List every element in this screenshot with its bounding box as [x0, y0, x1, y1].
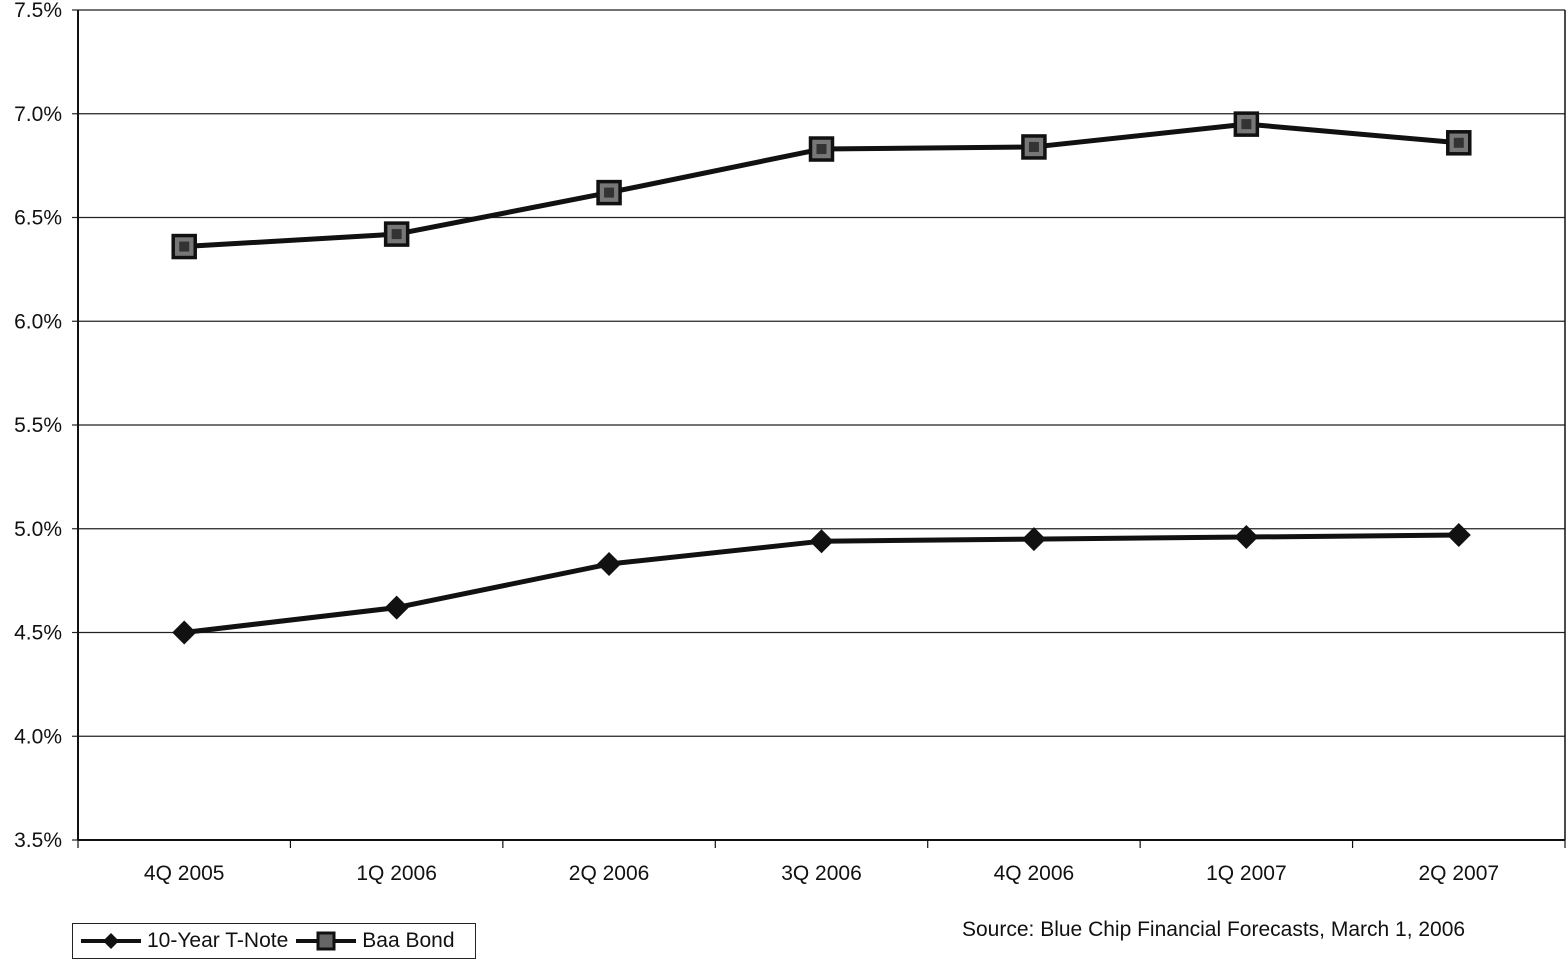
data-point-inner — [604, 187, 615, 198]
data-point — [1021, 527, 1046, 552]
data-point — [1446, 522, 1471, 547]
data-point-inner — [816, 144, 827, 155]
legend-item-baa: Baa Bond — [294, 929, 455, 953]
data-point-inner — [179, 241, 190, 252]
y-tick-label: 4.0% — [14, 725, 62, 748]
y-tick-label: 6.0% — [14, 310, 62, 333]
x-tick-label: 1Q 2007 — [1206, 862, 1287, 885]
y-tick-label: 7.5% — [14, 0, 62, 22]
data-point-inner — [1028, 141, 1039, 152]
data-point — [384, 595, 409, 620]
data-point — [809, 529, 834, 554]
x-tick-label: 2Q 2006 — [569, 862, 650, 885]
x-tick-label: 2Q 2007 — [1418, 862, 1499, 885]
x-tick-label: 3Q 2006 — [781, 862, 862, 885]
diamond-marker-icon — [81, 933, 141, 949]
data-point-inner — [391, 229, 402, 240]
series-tnote — [172, 522, 1471, 645]
series-baa — [171, 111, 1472, 260]
y-tick-label: 3.5% — [14, 829, 62, 852]
data-point — [1234, 525, 1259, 550]
legend-label-baa: Baa Bond — [362, 929, 455, 952]
gridlines — [78, 9, 1565, 737]
y-tick-labels: 3.5% 4.0% 4.5% 5.0% 5.5% 6.0% 6.5% 7.0% 7.5% — [14, 0, 62, 852]
line-chart: 3.5% 4.0% 4.5% 5.0% 5.5% 6.0% 6.5% 7.0% 7.5% 4Q … — [14, 0, 1566, 885]
y-tick-label: 5.5% — [14, 414, 62, 437]
data-point — [172, 620, 197, 645]
legend-item-tnote: 10-Year T-Note — [79, 929, 288, 953]
square-marker-icon — [296, 931, 357, 951]
y-tick-label: 7.0% — [14, 103, 62, 126]
x-tick-label: 4Q 2005 — [144, 862, 225, 885]
series-group — [171, 111, 1472, 645]
source-note: Source: Blue Chip Financial Forecasts, M… — [962, 918, 1466, 941]
data-point — [597, 552, 622, 577]
legend: 10-Year T-Note Baa Bond — [72, 923, 476, 959]
axes — [72, 9, 1566, 848]
y-tick-label: 4.5% — [14, 622, 62, 645]
x-tick-labels: 4Q 2005 1Q 2006 2Q 2006 3Q 2006 4Q 2006 1Q 20… — [144, 862, 1499, 885]
data-point-inner — [1453, 137, 1464, 148]
legend-label-tnote: 10-Year T-Note — [147, 929, 289, 952]
y-tick-label: 6.5% — [14, 207, 62, 230]
x-tick-label: 1Q 2006 — [356, 862, 437, 885]
x-tick-label: 4Q 2006 — [994, 862, 1075, 885]
data-point-inner — [1241, 119, 1252, 130]
y-tick-label: 5.0% — [14, 518, 62, 541]
